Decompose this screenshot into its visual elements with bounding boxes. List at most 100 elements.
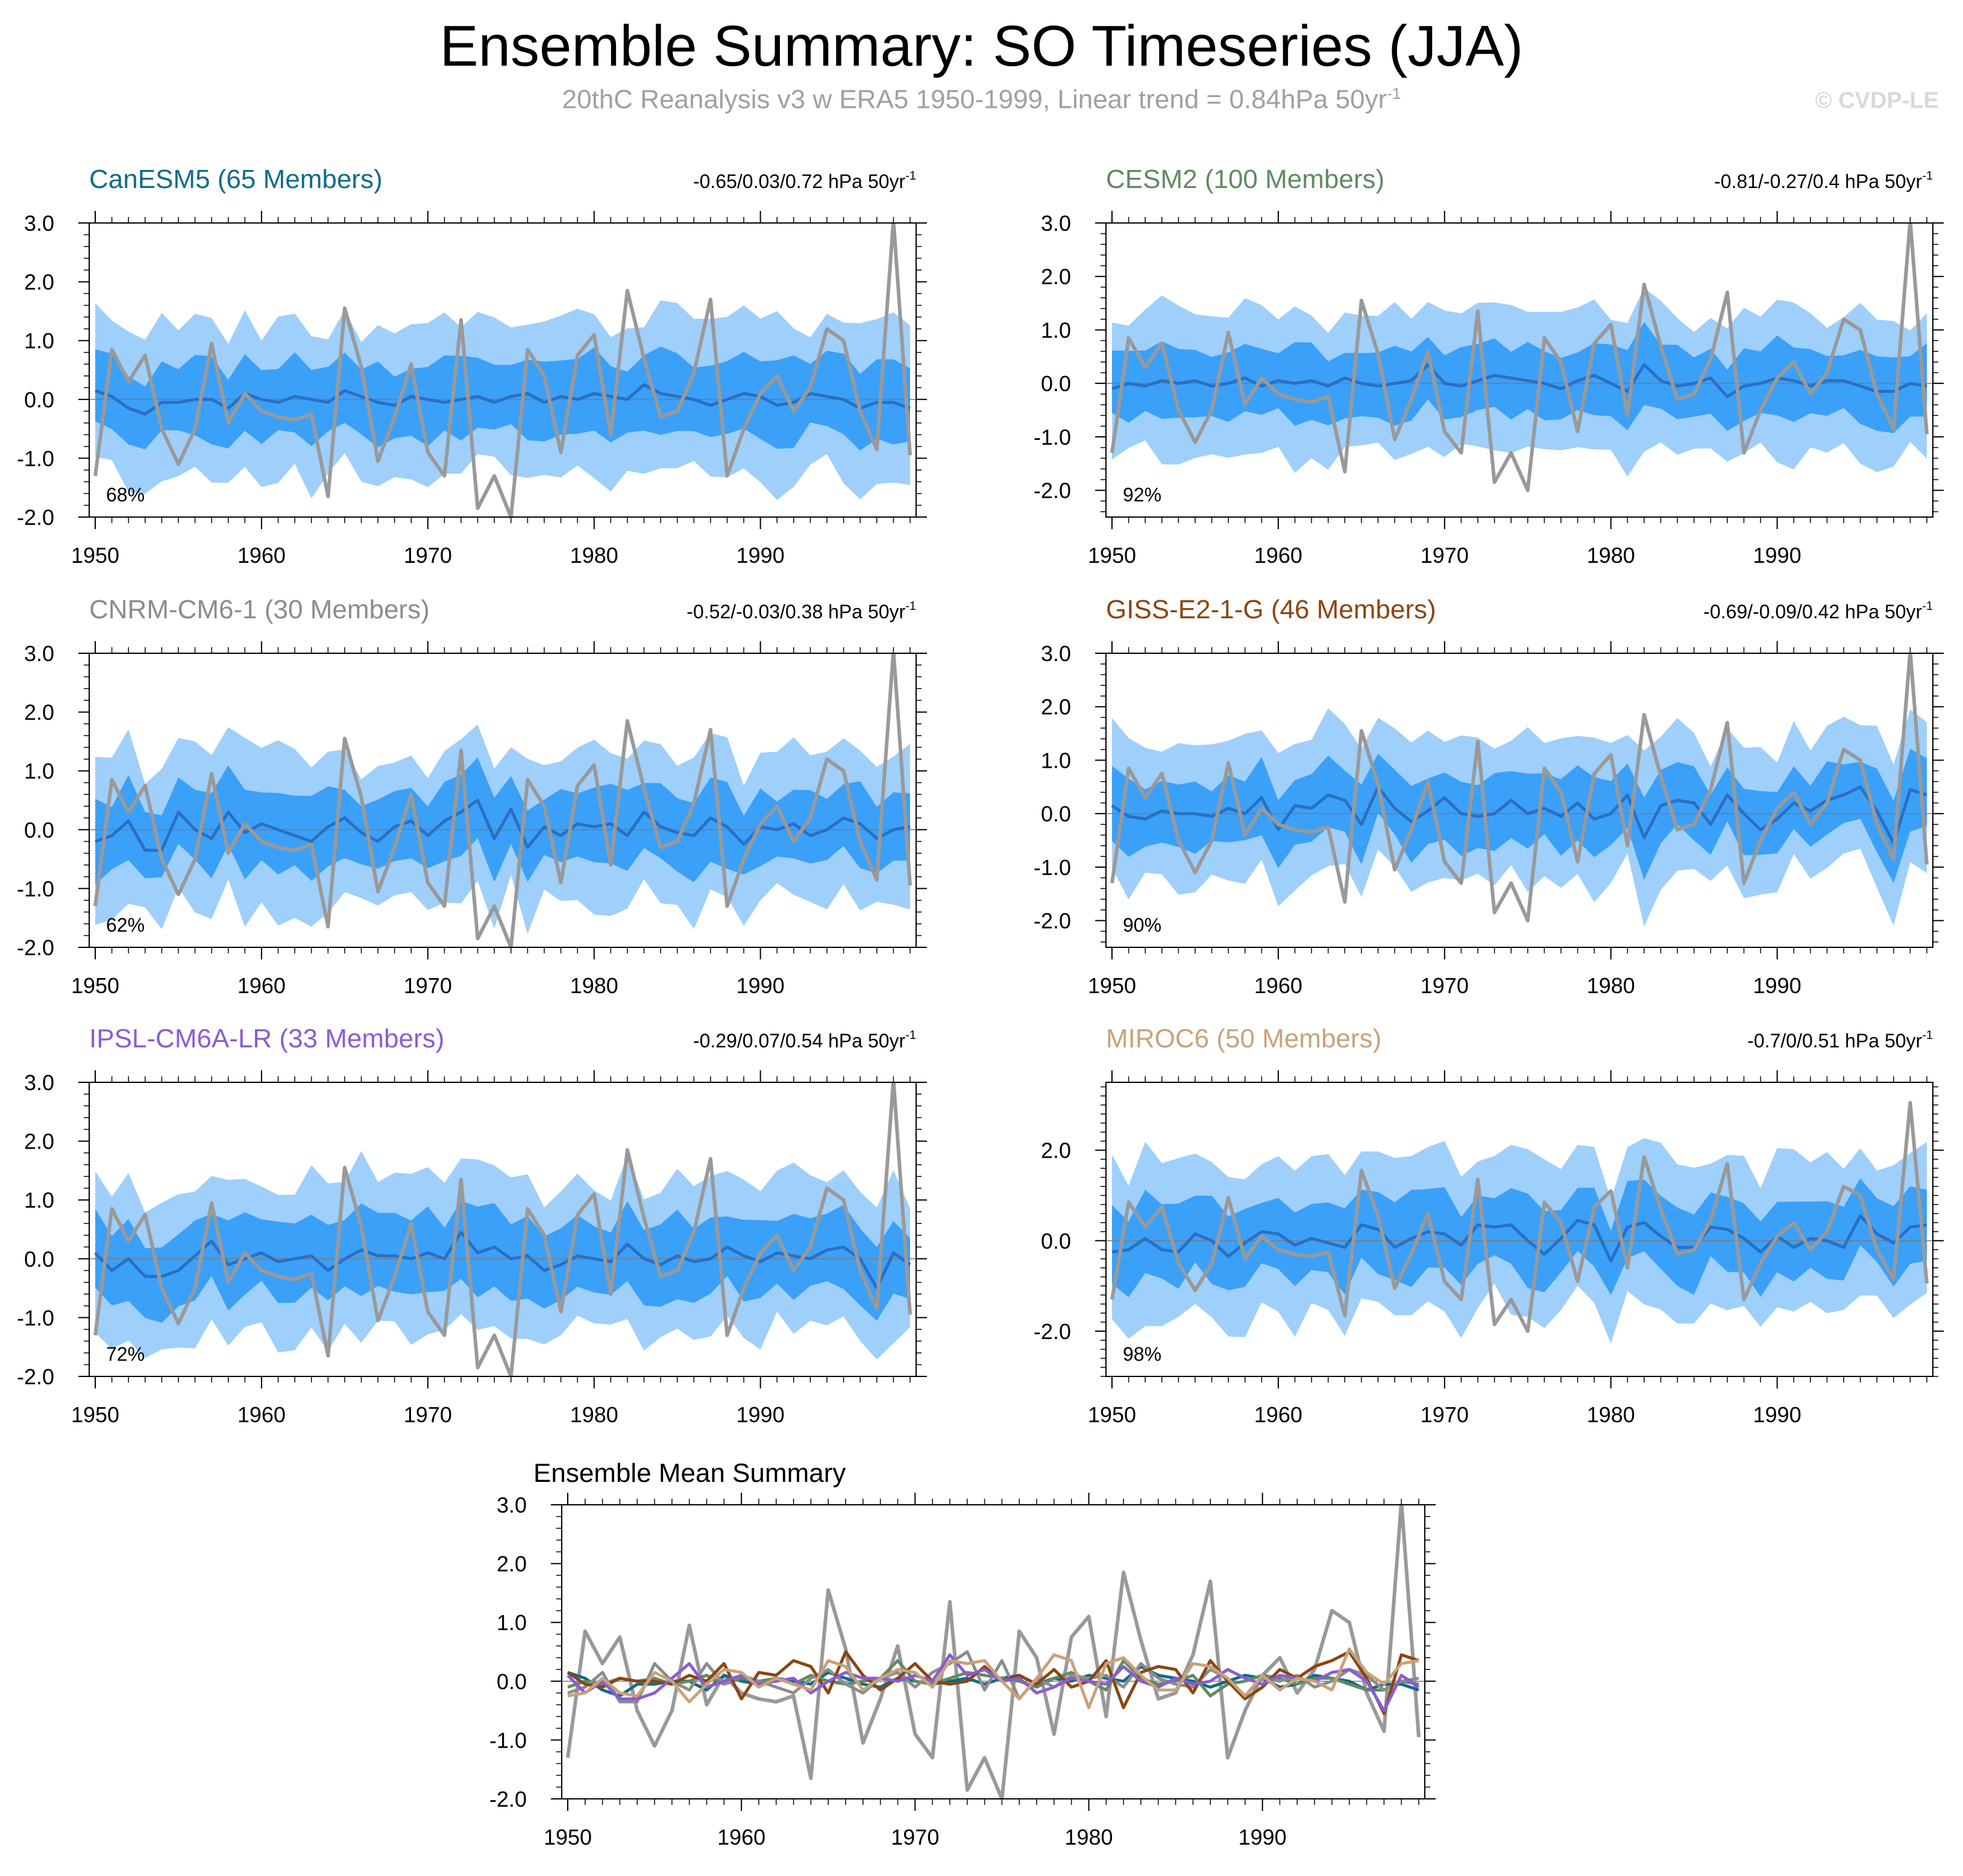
panel-1-axes: 3.0 2.0 1.0 0.0 -1.0 -2.0 1950 1960 1970 1980 1990 [1034,211,1944,568]
x-tick-label: 1960 [237,1402,286,1427]
y-tick-label: -1.0 [1034,425,1071,450]
y-tick-label: 2.0 [24,270,54,295]
trend-text: -0.29/0.07/0.54 hPa 50yr [693,1030,906,1052]
y-tick-label: 1.0 [24,328,54,353]
y-tick-label: 0.0 [24,818,54,842]
trend-superscript: -1 [905,169,916,183]
y-tick-label: -2.0 [17,1364,54,1389]
ensemble-mean-line [1111,363,1927,398]
panel-2-axes: 3.0 2.0 1.0 0.0 -1.0 -2.0 1950 1960 1970 1980 1990 [17,641,927,998]
y-tick-label: 2.0 [1041,1138,1071,1163]
x-tick-label: 1970 [1421,543,1469,568]
inner-spread-band [1112,322,1927,433]
panel-percentile: 62% [106,914,145,936]
y-tick-label: 3.0 [1041,211,1071,236]
ensemble-mean-line [1111,785,1927,845]
inner-spread-band [1112,748,1927,883]
panel-5-axes: 2.0 0.0 -2.0 1950 1960 1970 1980 1990 [1034,1070,1944,1427]
x-tick-label: 1980 [1587,543,1635,568]
panel-0-axes: 3.0 2.0 1.0 0.0 -1.0 -2.0 1950 1960 1970 1980 1990 [17,211,927,568]
x-tick-label: 1950 [544,1825,592,1849]
panel-3-plot [1106,653,1933,927]
x-tick-label: 1950 [1088,1402,1136,1427]
ensemble-mean-line [95,383,911,416]
summary-mean-line-4 [567,1653,1420,1713]
trend-text: -0.52/-0.03/0.38 hPa 50yr [686,601,905,623]
x-tick-label: 1960 [237,543,286,568]
y-tick-label: 0.0 [1041,371,1071,396]
observation-line [93,223,912,517]
x-tick-label: 1970 [1421,1402,1469,1427]
y-tick-label: 1.0 [1041,748,1071,773]
ensemble-mean-line [1111,1214,1927,1263]
y-tick-label: -1.0 [17,446,54,471]
x-tick-label: 1980 [1064,1825,1113,1849]
summary-observation-line [566,1505,1421,1799]
inner-spread-band [1112,1178,1927,1297]
y-tick-label: 0.0 [24,1247,54,1272]
observation-line [93,1082,912,1376]
summary-plot [562,1505,1425,1799]
panel-trend-label: -0.29/0.07/0.54 hPa 50yr-1 [693,1029,916,1052]
y-tick-label: 0.0 [497,1669,527,1694]
trend-text: -0.65/0.03/0.72 hPa 50yr [693,171,906,192]
x-tick-label: 1950 [71,973,119,998]
x-tick-label: 1990 [1239,1825,1287,1849]
observation-line [93,653,912,947]
panel-percentile: 72% [106,1343,145,1365]
y-tick-label: 2.0 [24,1129,54,1154]
x-tick-label: 1980 [570,973,618,998]
page-title: Ensemble Summary: SO Timeseries (JJA) [439,14,1524,78]
panel-percentile: 90% [1123,914,1161,936]
x-tick-label: 1950 [1088,543,1136,568]
y-tick-label: 0.0 [1041,1229,1071,1253]
x-tick-label: 1960 [1254,1402,1302,1427]
panel-title: GISS-E2-1-G (46 Members) [1106,595,1436,624]
y-tick-label: -2.0 [489,1787,527,1812]
plot-frame [89,653,917,948]
panel-trend-label: -0.52/-0.03/0.38 hPa 50yr-1 [686,600,916,623]
x-tick-label: 1990 [737,543,785,568]
plot-frame [1105,1082,1933,1377]
y-tick-label: 3.0 [24,641,54,666]
trend-superscript: -1 [1922,1029,1933,1042]
trend-superscript: -1 [1922,169,1933,183]
y-tick-label: 1.0 [24,759,54,783]
panel-title: CESM2 (100 Members) [1106,165,1384,194]
x-tick-label: 1960 [717,1825,765,1849]
panel-title: IPSL-CM6A-LR (33 Members) [89,1024,444,1053]
plot-frame [89,1082,917,1377]
watermark: © CVDP-LE [1815,88,1939,113]
panel-percentile: 92% [1123,484,1161,506]
panel-2-plot [89,653,916,947]
y-tick-label: 2.0 [24,700,54,725]
y-tick-label: 3.0 [1041,641,1071,666]
panel-title: CanESM5 (65 Members) [89,165,383,194]
plot-frame [561,1504,1425,1799]
x-tick-label: 1970 [404,543,452,568]
subtitle-superscript: -1 [1387,84,1401,102]
observation-line [1110,223,1929,492]
y-tick-label: 3.0 [497,1493,527,1517]
y-tick-label: 2.0 [497,1552,527,1576]
panel-1-plot [1106,223,1933,492]
y-tick-label: 0.0 [1041,802,1071,826]
panel-5-plot [1106,1100,1933,1344]
x-tick-label: 1950 [71,1402,119,1427]
panel-trend-label: -0.7/0/0.51 hPa 50yr-1 [1747,1029,1933,1052]
y-tick-label: -2.0 [17,935,54,960]
ensemble-mean-line [95,798,911,852]
panel-trend-label: -0.65/0.03/0.72 hPa 50yr-1 [693,169,916,192]
trend-text: -0.81/-0.27/0.4 hPa 50yr [1714,171,1922,192]
panel-4-axes: 3.0 2.0 1.0 0.0 -1.0 -2.0 1950 1960 1970 1980 1990 [17,1070,927,1427]
y-tick-label: -1.0 [17,876,54,901]
y-tick-label: -2.0 [1034,1319,1071,1344]
x-tick-label: 1980 [1587,973,1635,998]
x-tick-label: 1970 [1421,973,1469,998]
trend-text: -0.69/-0.09/0.42 hPa 50yr [1703,601,1922,623]
panel-trend-label: -0.69/-0.09/0.42 hPa 50yr-1 [1703,600,1933,623]
y-tick-label: 2.0 [1041,265,1071,289]
y-tick-label: 2.0 [1041,695,1071,720]
x-tick-label: 1990 [1753,973,1801,998]
